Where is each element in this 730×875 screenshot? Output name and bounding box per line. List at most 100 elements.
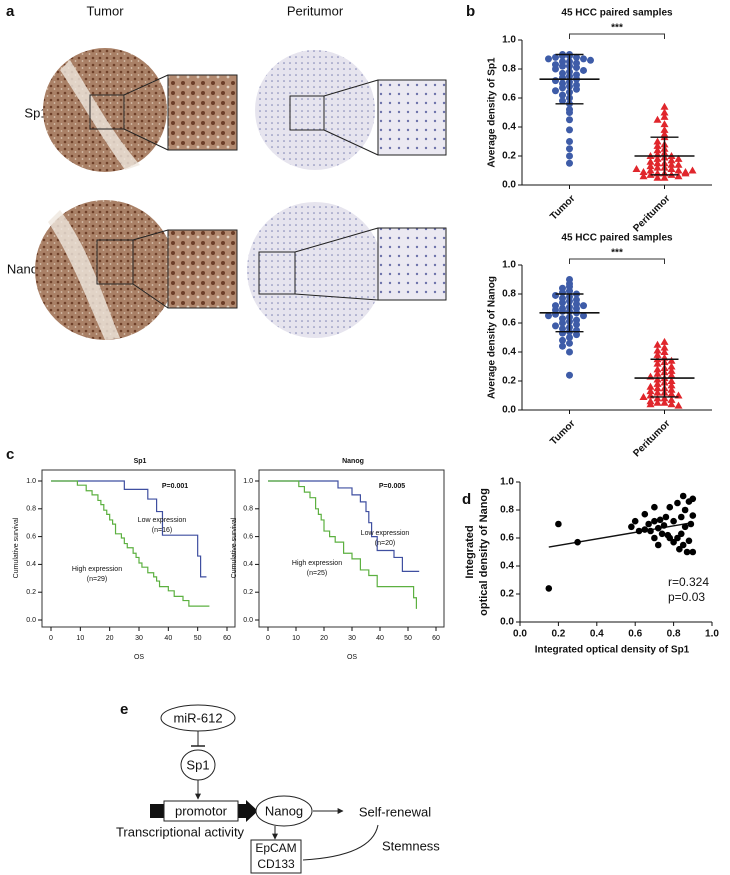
x-tick-label: 50 (404, 635, 412, 642)
column-label: Tumor (86, 3, 124, 18)
y-tick-label: 0.6 (243, 533, 253, 540)
data-point (559, 319, 566, 327)
data-point (687, 520, 695, 528)
x-tick-label: 0.6 (628, 629, 642, 640)
data-point (667, 371, 676, 379)
km-chart: Nanog Cumulative survival OS 0.0 0.2 0.4 0.6 0.… (231, 458, 445, 661)
data-point (660, 120, 669, 128)
data-point (580, 66, 587, 74)
data-point (667, 381, 676, 389)
data-point (653, 141, 662, 149)
data-point (653, 340, 662, 348)
y-axis-label: optical density of Nanog (478, 488, 490, 616)
data-point (574, 538, 581, 546)
y-axis-label: Cumulative survival (231, 517, 238, 578)
data-point (580, 55, 587, 63)
data-point (689, 548, 697, 556)
x-tick-label: 0.2 (551, 629, 565, 640)
data-point (653, 384, 662, 392)
data-point (559, 299, 566, 307)
significance-label: *** (611, 23, 623, 34)
zoom-line (132, 283, 169, 309)
y-tick-label: 0.0 (502, 180, 516, 191)
y-tick-label: 0.8 (502, 64, 516, 75)
y-tick-label: 0.0 (500, 617, 514, 628)
data-point (566, 339, 573, 347)
y-tick-label: 0.0 (502, 405, 516, 416)
strip-chart: 45 HCC paired samples Average density of … (487, 233, 712, 459)
data-point (689, 512, 697, 519)
data-point (683, 548, 691, 556)
data-point (632, 165, 641, 173)
data-point (566, 334, 573, 341)
data-point (545, 55, 552, 63)
data-point (674, 499, 681, 507)
data-point (566, 371, 573, 379)
annotation: P=0.001 (162, 483, 188, 490)
node-shape (250, 839, 302, 874)
y-tick-label: 0.4 (502, 347, 516, 358)
data-point (653, 398, 662, 406)
data-point (559, 336, 566, 344)
data-point (653, 154, 662, 162)
data-point (656, 516, 664, 524)
tissue-core (255, 50, 375, 170)
x-tick-label: 0.0 (513, 629, 527, 640)
data-point (653, 346, 662, 354)
chart-title: Sp1 (134, 458, 147, 465)
data-point (646, 382, 655, 390)
data-point (670, 538, 677, 546)
y-tick-label: 0.6 (500, 533, 514, 544)
data-point (653, 388, 662, 396)
data-point (641, 510, 649, 518)
node-label: miR-612 (173, 710, 222, 725)
data-point (639, 172, 648, 180)
sd-bar (650, 136, 679, 176)
km-chart: Sp1 Cumulative survival OS 0.0 0.2 0.4 0.6 0.8 1… (13, 458, 236, 661)
data-point (660, 108, 669, 116)
zoom-line (123, 128, 169, 151)
data-point (667, 385, 676, 393)
zoom-line (323, 129, 379, 156)
tissue-core (43, 48, 167, 172)
data-point (667, 356, 676, 364)
data-point (654, 541, 662, 549)
data-point (660, 112, 669, 120)
data-point (677, 530, 685, 538)
zoom-inset (377, 79, 447, 156)
y-axis-label: Integrated (464, 525, 476, 578)
data-point (646, 157, 655, 165)
data-point (639, 392, 648, 400)
zoom-line (323, 79, 379, 97)
data-point (651, 517, 658, 525)
data-point (674, 160, 683, 168)
data-point (660, 337, 669, 345)
data-point (689, 495, 697, 503)
node-label: Sp1 (186, 757, 209, 772)
y-tick-label: 0.8 (243, 506, 253, 513)
data-point (681, 523, 689, 531)
x-tick-label: 60 (432, 635, 440, 642)
survival-curve (268, 480, 417, 609)
zoom-box (289, 95, 325, 131)
row-label: Sp1 (24, 105, 47, 120)
data-point (559, 329, 566, 337)
data-point (566, 287, 573, 295)
sd-bar (555, 293, 584, 333)
data-point (628, 523, 635, 531)
x-tick-label: Peritumor (631, 193, 672, 234)
data-point (688, 166, 697, 174)
data-point (677, 513, 685, 521)
zoom-box (96, 239, 134, 285)
y-tick-label: 0.6 (26, 533, 36, 540)
data-point (651, 534, 658, 542)
data-point (552, 322, 559, 330)
x-tick-label: 40 (376, 635, 384, 642)
strip-chart: 45 HCC paired samples Average density of … (487, 8, 712, 234)
x-tick-label: 50 (194, 635, 202, 642)
tissue-core (247, 202, 383, 338)
data-point (660, 348, 669, 355)
series-n-label: (n=25) (307, 570, 327, 577)
data-point (667, 366, 676, 374)
